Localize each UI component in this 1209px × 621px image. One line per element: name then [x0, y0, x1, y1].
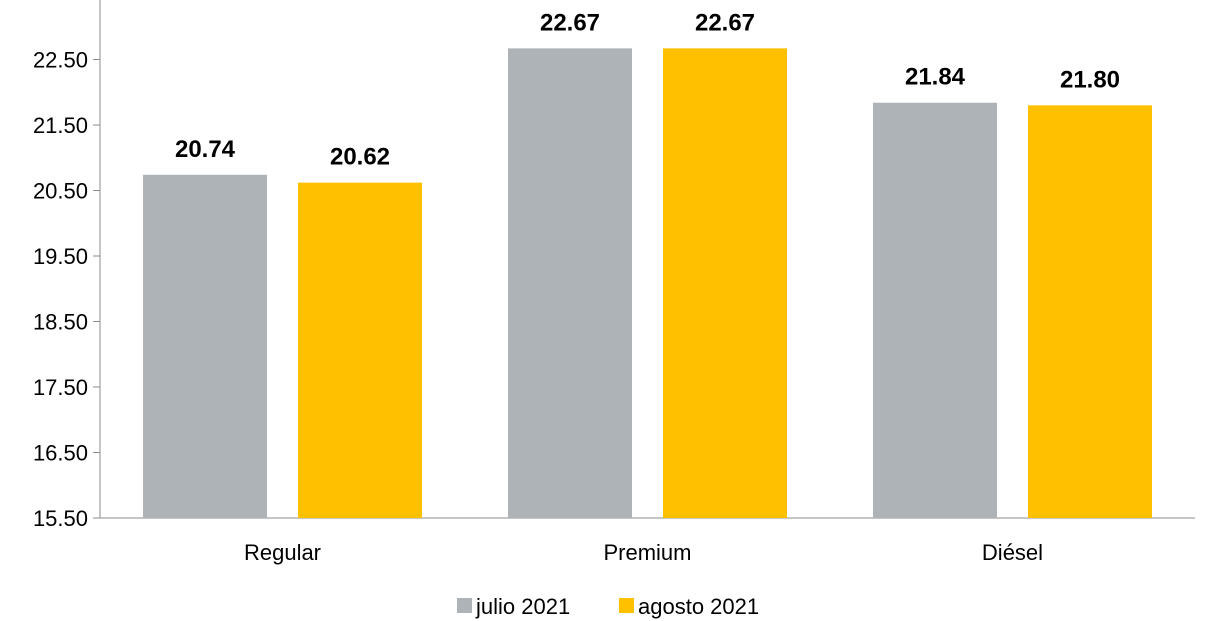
- legend: julio 2021 agosto 2021: [457, 594, 759, 619]
- data-label: 20.62: [330, 144, 390, 171]
- data-label: 21.84: [905, 64, 966, 91]
- data-labels: 20.74 20.62 22.67 22.67 21.84 21.80: [175, 9, 1120, 170]
- bar-agosto-premium: [663, 48, 787, 519]
- data-label: 22.67: [695, 9, 755, 36]
- y-tick-label: 20.50: [33, 179, 88, 204]
- legend-swatch: [619, 598, 634, 613]
- y-axis: 15.50 16.50 17.50 18.50 19.50 20.50 21.50 22.50: [33, 0, 101, 531]
- x-category-label: Regular: [244, 540, 321, 565]
- data-label: 21.80: [1060, 66, 1120, 93]
- bar-julio-premium: [508, 48, 632, 519]
- bars: [143, 48, 1152, 519]
- y-tick-label: 17.50: [33, 375, 88, 400]
- bar-julio-regular: [143, 174, 267, 518]
- y-tick-label: 18.50: [33, 310, 88, 335]
- y-tick-label: 22.50: [33, 48, 88, 73]
- y-tick-label: 16.50: [33, 441, 88, 466]
- bar-agosto-regular: [298, 182, 422, 518]
- bar-julio-diésel: [873, 102, 997, 518]
- x-category-label: Premium: [603, 540, 691, 565]
- data-label: 20.74: [175, 136, 236, 163]
- legend-swatch: [457, 598, 472, 613]
- data-label: 22.67: [540, 9, 600, 36]
- x-category-label: Diésel: [982, 540, 1043, 565]
- bar-agosto-diésel: [1028, 105, 1152, 518]
- y-tick-label: 15.50: [33, 506, 88, 531]
- y-tick-label: 21.50: [33, 113, 88, 138]
- y-tick-label: 19.50: [33, 244, 88, 269]
- legend-label: julio 2021: [475, 594, 570, 619]
- legend-label: agosto 2021: [638, 594, 759, 619]
- x-axis: Regular Premium Diésel: [100, 517, 1195, 565]
